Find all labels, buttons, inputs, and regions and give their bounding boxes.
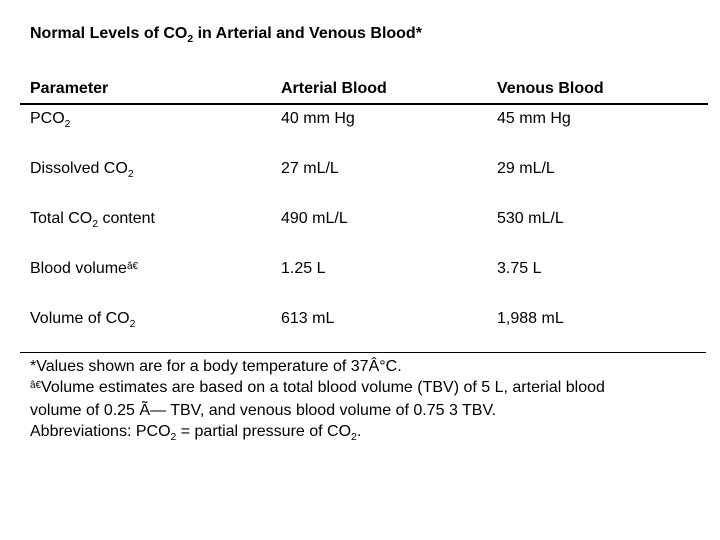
arterial-value-cell: 490 mL/L [281,210,348,227]
column-header-venous-blood: Venous Blood [497,80,604,97]
parameter-cell: PCO2 [30,110,71,130]
arterial-value-cell: 1.25 L [281,260,326,277]
table-row-pco2: PCO2 40 mm Hg 45 mm Hg [0,110,720,132]
parameter-cell: Volume of CO2 [30,310,136,330]
footnote-abbreviations: Abbreviations: PCO2 = partial pressure o… [30,423,362,443]
table-row-dissolved-co2: Dissolved CO2 27 mL/L 29 mL/L [0,160,720,182]
table-header-row: Parameter Arterial Blood Venous Blood [0,80,720,102]
parameter-cell: Dissolved CO2 [30,160,134,180]
header-divider-line [20,103,708,105]
footnotes: *Values shown are for a body temperature… [30,356,695,444]
arterial-value-cell: 40 mm Hg [281,110,355,127]
venous-value-cell: 3.75 L [497,260,542,277]
venous-value-cell: 29 mL/L [497,160,555,177]
column-header-arterial-blood: Arterial Blood [281,80,387,97]
table-row-total-co2-content: Total CO2 content 490 mL/L 530 mL/L [0,210,720,232]
footnote-temperature: *Values shown are for a body temperature… [30,358,402,375]
table-row-blood-volume: Blood volumeâ€ 1.25 L 3.75 L [0,260,720,282]
arterial-value-cell: 27 mL/L [281,160,339,177]
parameter-cell: Total CO2 content [30,210,155,230]
footnote-divider-line [20,352,706,353]
arterial-value-cell: 613 mL [281,310,335,327]
footnote-volume-estimates: â€Volume estimates are based on a total … [30,379,605,419]
venous-value-cell: 530 mL/L [497,210,564,227]
venous-value-cell: 1,988 mL [497,310,564,327]
parameter-cell: Blood volumeâ€ [30,260,138,277]
table-row-volume-of-co2: Volume of CO2 613 mL 1,988 mL [0,310,720,332]
venous-value-cell: 45 mm Hg [497,110,571,127]
page-title: Normal Levels of CO2 in Arterial and Ven… [30,25,422,45]
column-header-parameter: Parameter [30,80,109,97]
